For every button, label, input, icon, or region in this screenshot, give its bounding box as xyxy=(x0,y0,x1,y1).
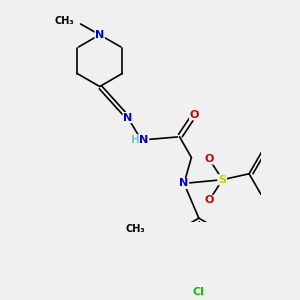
Text: N: N xyxy=(179,178,189,188)
Text: O: O xyxy=(205,195,214,206)
Text: Cl: Cl xyxy=(193,287,205,297)
Text: H: H xyxy=(131,135,140,145)
Text: CH₃: CH₃ xyxy=(55,16,75,26)
Text: N: N xyxy=(140,135,149,145)
Text: S: S xyxy=(218,175,226,185)
Text: N: N xyxy=(95,30,104,40)
Text: O: O xyxy=(190,110,199,120)
Text: CH₃: CH₃ xyxy=(125,224,145,233)
Text: N: N xyxy=(123,112,132,123)
Text: O: O xyxy=(205,154,214,164)
